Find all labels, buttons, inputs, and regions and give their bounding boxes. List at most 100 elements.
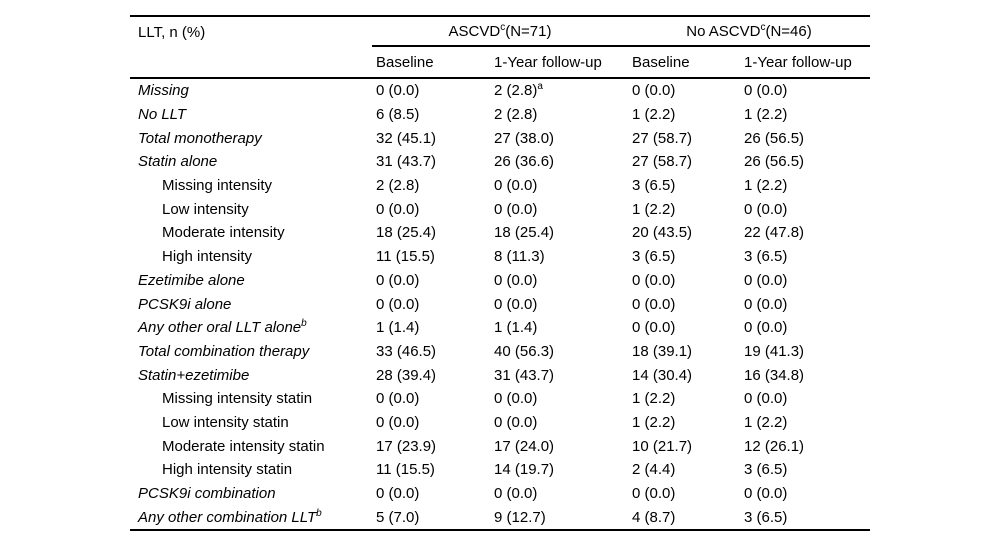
cell-value: 2 (2.8)a — [494, 81, 543, 100]
cell-value: 1 (1.4) — [494, 319, 538, 337]
table-row: High intensity 11 (15.5) 8 (11.3) 3 (6.5… — [130, 245, 870, 269]
cell-value: 22 (47.8) — [744, 224, 805, 242]
row-label: No LLT — [138, 106, 187, 124]
cell-value: 0 (0.0) — [494, 271, 538, 289]
cell-value: 1 (2.2) — [632, 390, 676, 408]
group-n: (N=71) — [505, 22, 552, 40]
cell-value: 0 (0.0) — [494, 177, 538, 195]
cell-value: 0 (0.0) — [744, 390, 788, 408]
group-label: ASCVD — [448, 22, 501, 40]
table-row: Missing intensity statin 0 (0.0) 0 (0.0)… — [130, 387, 870, 411]
table-row: PCSK9i alone 0 (0.0) 0 (0.0) 0 (0.0) 0 (… — [130, 292, 870, 316]
group-n: (N=46) — [765, 22, 812, 40]
cell-value: 1 (2.2) — [632, 106, 676, 124]
cell-value: 9 (12.7) — [494, 508, 546, 526]
cell-value: 6 (8.5) — [376, 106, 420, 124]
cell-value: 0 (0.0) — [376, 82, 420, 100]
table-row: Low intensity statin 0 (0.0) 0 (0.0) 1 (… — [130, 411, 870, 435]
row-label: High intensity statin — [162, 461, 293, 479]
cell-value: 14 (19.7) — [494, 461, 555, 479]
row-label: Total monotherapy — [138, 129, 262, 147]
table-row: PCSK9i combination 0 (0.0) 0 (0.0) 0 (0.… — [130, 482, 870, 506]
cell-value: 18 (25.4) — [494, 224, 555, 242]
cell-value: 2 (2.8) — [376, 177, 420, 195]
column-header-baseline-ascvd: Baseline — [372, 46, 490, 79]
row-label: Total combination therapy — [138, 342, 310, 360]
table-row: Low intensity 0 (0.0) 0 (0.0) 1 (2.2) 0 … — [130, 197, 870, 221]
row-label: Statin alone — [138, 153, 218, 171]
row-label: High intensity — [162, 248, 253, 266]
table-row: No LLT 6 (8.5) 2 (2.8) 1 (2.2) 1 (2.2) — [130, 103, 870, 127]
cell-value: 2 (4.4) — [632, 461, 676, 479]
cell-value: 0 (0.0) — [494, 295, 538, 313]
cell-value: 18 (39.1) — [632, 342, 693, 360]
cell-value: 3 (6.5) — [744, 248, 788, 266]
cell-value: 0 (0.0) — [632, 295, 676, 313]
table-row: Total monotherapy 32 (45.1) 27 (38.0) 27… — [130, 126, 870, 150]
table-row: High intensity statin 11 (15.5) 14 (19.7… — [130, 458, 870, 482]
group-header-row: LLT, n (%) ASCVDc(N=71) No ASCVDc(N=46) — [130, 16, 871, 79]
cell-value: 0 (0.0) — [376, 485, 420, 503]
cell-value: 0 (0.0) — [632, 82, 676, 100]
cell-value: 27 (58.7) — [632, 129, 693, 147]
cell-value: 11 (15.5) — [376, 461, 435, 479]
cell-value: 1 (2.2) — [744, 413, 788, 431]
cell-value: 1 (2.2) — [632, 413, 676, 431]
table-body: Missing 0 (0.0) 2 (2.8)a 0 (0.0) 0 (0.0)… — [130, 78, 870, 530]
cell-value: 3 (6.5) — [632, 248, 676, 266]
cell-value: 26 (56.5) — [744, 153, 805, 171]
cell-value: 1 (2.2) — [744, 177, 788, 195]
cell-value: 3 (6.5) — [744, 461, 788, 479]
row-label: Moderate intensity — [162, 224, 285, 242]
row-label: Ezetimibe alone — [138, 271, 245, 289]
cell-value: 0 (0.0) — [632, 271, 676, 289]
cell-value: 17 (23.9) — [376, 437, 437, 455]
cell-value: 16 (34.8) — [744, 366, 805, 384]
table-row: Statin alone 31 (43.7) 26 (36.6) 27 (58.… — [130, 150, 870, 174]
table-row: Moderate intensity 18 (25.4) 18 (25.4) 2… — [130, 221, 870, 245]
cell-value: 0 (0.0) — [744, 200, 788, 218]
cell-value: 5 (7.0) — [376, 508, 420, 526]
column-header-followup-no-ascvd: 1-Year follow-up — [740, 46, 871, 79]
footnote-marker: c — [760, 21, 766, 33]
row-label: Missing — [138, 82, 189, 100]
table-row: Missing 0 (0.0) 2 (2.8)a 0 (0.0) 0 (0.0) — [130, 78, 870, 103]
table-header: LLT, n (%) ASCVDc(N=71) No ASCVDc(N=46) … — [130, 16, 871, 79]
cell-value: 20 (43.5) — [632, 224, 693, 242]
cell-value: 0 (0.0) — [376, 200, 420, 218]
row-label: Low intensity statin — [162, 413, 289, 431]
cell-value: 4 (8.7) — [632, 508, 676, 526]
cell-value: 31 (43.7) — [376, 153, 437, 171]
cell-value: 0 (0.0) — [744, 485, 788, 503]
cell-value: 32 (45.1) — [376, 129, 437, 147]
cell-value: 11 (15.5) — [376, 248, 435, 266]
table-row: Any other combination LLTb 5 (7.0) 9 (12… — [130, 505, 870, 530]
group-label: No ASCVD — [686, 22, 761, 40]
table-row: Any other oral LLT aloneb 1 (1.4) 1 (1.4… — [130, 316, 870, 340]
cell-value: 31 (43.7) — [494, 366, 555, 384]
row-label: Low intensity — [162, 200, 249, 218]
cell-value: 26 (36.6) — [494, 153, 555, 171]
row-label: Missing intensity statin — [162, 390, 313, 408]
cell-value: 0 (0.0) — [744, 82, 788, 100]
column-header-followup-ascvd: 1-Year follow-up — [490, 46, 628, 79]
llt-table: LLT, n (%) ASCVDc(N=71) No ASCVDc(N=46) … — [130, 15, 871, 532]
sub-header-row: Baseline 1-Year follow-up Baseline 1-Yea… — [130, 46, 871, 79]
cell-value: 0 (0.0) — [376, 295, 420, 313]
cell-value: 10 (21.7) — [632, 437, 693, 455]
cell-value: 27 (58.7) — [632, 153, 693, 171]
cell-value: 1 (1.4) — [376, 319, 420, 337]
table-row: Moderate intensity statin 17 (23.9) 17 (… — [130, 434, 870, 458]
cell-value: 0 (0.0) — [632, 319, 676, 337]
cell-value: 17 (24.0) — [494, 437, 555, 455]
cell-value: 0 (0.0) — [494, 390, 538, 408]
cell-value: 33 (46.5) — [376, 342, 437, 360]
group-header-no-ascvd: No ASCVDc(N=46) — [628, 16, 871, 47]
group-header-ascvd: ASCVDc(N=71) — [372, 16, 628, 47]
footnote-marker: a — [537, 81, 543, 93]
table-row: Ezetimibe alone 0 (0.0) 0 (0.0) 0 (0.0) … — [130, 269, 870, 293]
column-header-baseline-no-ascvd: Baseline — [628, 46, 740, 79]
cell-value: 0 (0.0) — [632, 485, 676, 503]
document-page: LLT, n (%) ASCVDc(N=71) No ASCVDc(N=46) … — [0, 15, 1000, 548]
row-label: Moderate intensity statin — [162, 437, 325, 455]
